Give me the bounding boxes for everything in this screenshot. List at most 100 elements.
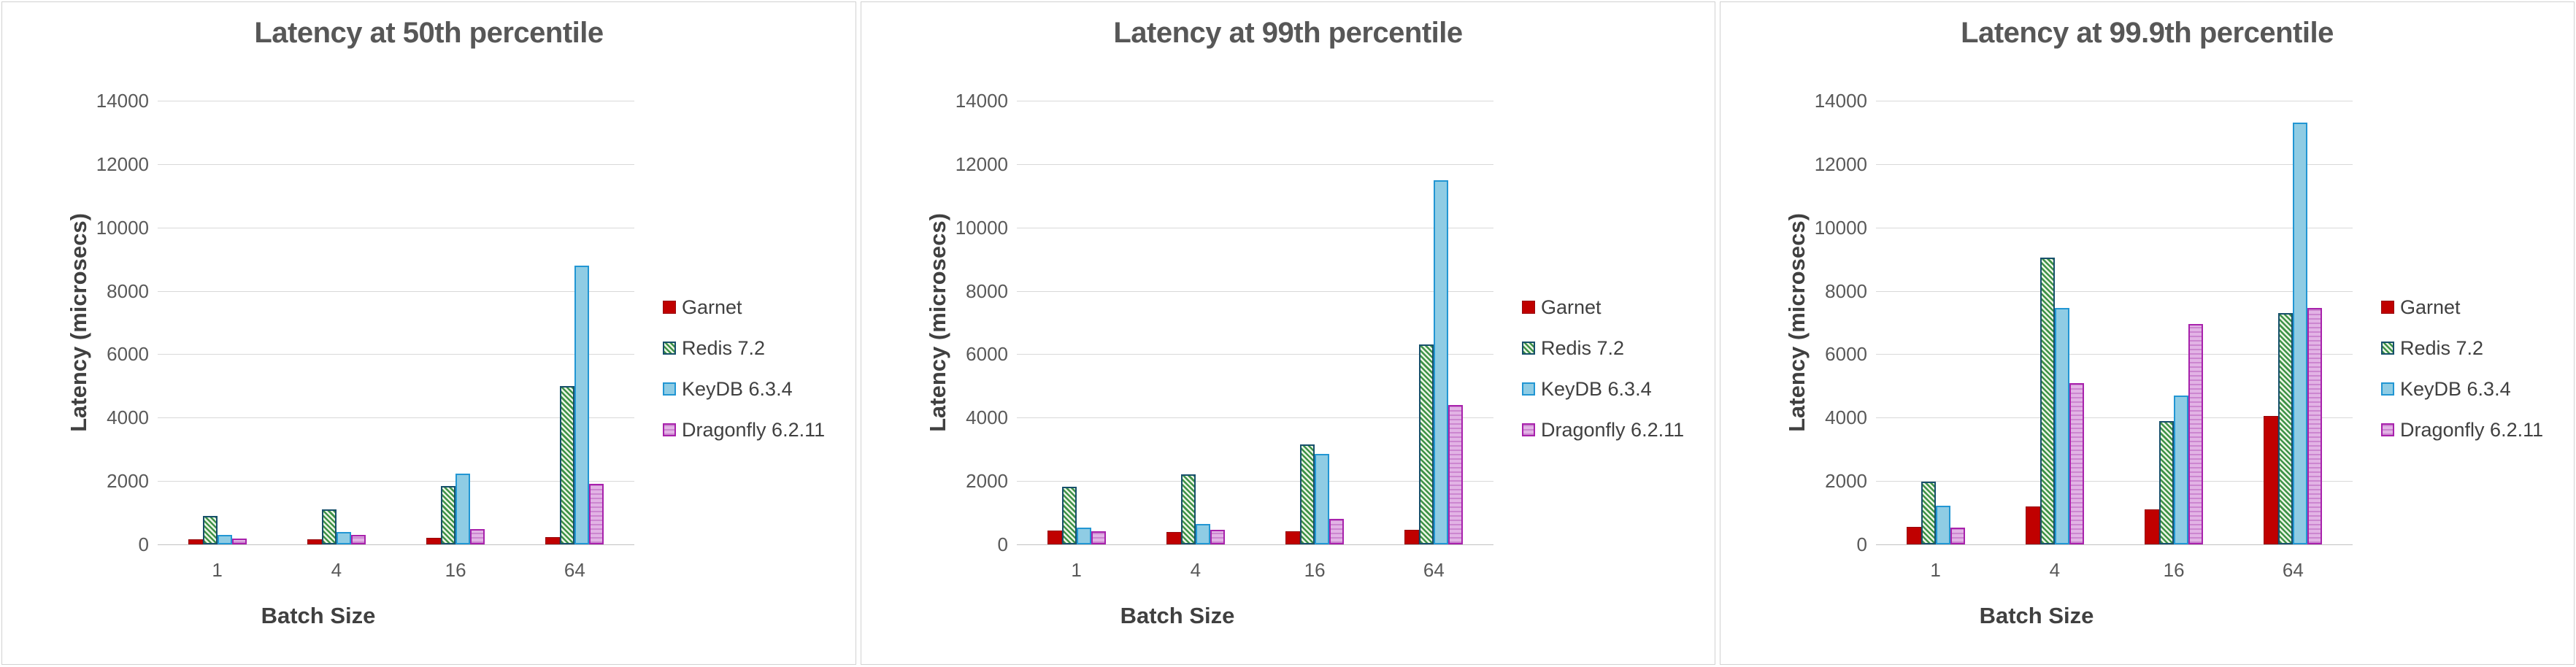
x-tick-label: 16 — [1304, 559, 1326, 581]
bar-redis-batch-64 — [1419, 344, 1434, 544]
legend-item-keydb: KeyDB 6.3.4 — [1522, 379, 1652, 399]
x-tick-label: 16 — [445, 559, 466, 581]
legend: Garnet Redis 7.2 KeyDB 6.3.4 Dragonfly 6… — [1522, 2, 1712, 664]
bar-redis-batch-4 — [1180, 474, 1196, 544]
gridline — [1876, 163, 2353, 165]
x-tick-label: 1 — [1930, 559, 1941, 581]
legend-label: Redis 7.2 — [1541, 337, 1625, 359]
bar-keydb-batch-1 — [217, 535, 232, 544]
y-tick-label: 10000 — [96, 216, 149, 239]
y-axis-title: Latency (microsecs) — [66, 213, 91, 432]
bar-dragonfly-batch-64 — [2307, 308, 2323, 544]
legend-label: Garnet — [1541, 296, 1602, 318]
bar-keydb-batch-4 — [336, 531, 351, 544]
legend-item-redis: Redis 7.2 — [1522, 338, 1624, 358]
y-tick-label: 2000 — [1825, 470, 1867, 493]
garnet-swatch-icon — [2381, 301, 2394, 314]
y-axis-title: Latency (microsecs) — [1784, 213, 1810, 432]
chart-panel-50th-percentile: Latency at 50th percentile Latency (micr… — [1, 1, 856, 665]
bar-redis-batch-1 — [202, 515, 218, 544]
legend-label: Dragonfly 6.2.11 — [2400, 419, 2544, 441]
bar-garnet-batch-1 — [1906, 527, 1921, 544]
y-tick-label: 8000 — [1825, 279, 1867, 302]
gridline — [1017, 354, 1493, 355]
gridline — [1876, 290, 2353, 292]
bar-dragonfly-batch-16 — [470, 528, 485, 544]
legend-label: Redis 7.2 — [682, 337, 766, 359]
bar-garnet-batch-4 — [1166, 531, 1181, 544]
bar-keydb-batch-16 — [455, 473, 471, 544]
x-axis-title: Batch Size — [261, 603, 376, 628]
gridline — [1017, 481, 1493, 482]
gridline — [1876, 354, 2353, 355]
bar-garnet-batch-64 — [545, 536, 561, 544]
legend-label: Dragonfly 6.2.11 — [1541, 419, 1685, 441]
x-tick-label: 4 — [1190, 559, 1202, 581]
y-tick-label: 0 — [997, 533, 1008, 555]
y-tick-label: 14000 — [1814, 90, 1867, 112]
legend-item-keydb: KeyDB 6.3.4 — [663, 379, 793, 399]
y-tick-label: 14000 — [96, 90, 149, 112]
x-axis-line — [1017, 544, 1493, 545]
keydb-swatch-icon — [663, 382, 676, 396]
y-tick-label: 12000 — [96, 153, 149, 175]
x-tick-label: 4 — [2049, 559, 2061, 581]
chart-title: Latency at 50th percentile — [254, 17, 604, 49]
y-tick-label: 8000 — [966, 279, 1008, 302]
bar-keydb-batch-16 — [2174, 395, 2189, 544]
y-tick-label: 4000 — [1825, 406, 1867, 429]
dragonfly-swatch-icon — [1522, 423, 1535, 436]
gridline — [1017, 417, 1493, 419]
legend-item-keydb: KeyDB 6.3.4 — [2381, 379, 2511, 399]
legend-item-garnet: Garnet — [663, 297, 742, 317]
y-axis-title: Latency (microsecs) — [925, 213, 950, 432]
keydb-swatch-icon — [1522, 382, 1535, 396]
bar-dragonfly-batch-1 — [1091, 531, 1106, 544]
x-axis-line — [1876, 544, 2353, 545]
y-tick-label: 0 — [138, 533, 149, 555]
redis-swatch-icon — [663, 342, 676, 355]
legend-label: Garnet — [682, 296, 742, 318]
bar-redis-batch-16 — [2159, 420, 2175, 544]
legend-item-dragonfly: Dragonfly 6.2.11 — [663, 420, 825, 440]
bar-garnet-batch-4 — [2025, 506, 2040, 544]
bar-dragonfly-batch-16 — [2188, 324, 2204, 544]
x-tick-label: 1 — [1071, 559, 1082, 581]
chart-panel-99-9th-percentile: Latency at 99.9th percentile Latency (mi… — [1720, 1, 2575, 665]
legend-item-redis: Redis 7.2 — [2381, 338, 2483, 358]
y-tick-label: 0 — [1856, 533, 1867, 555]
x-axis-line — [158, 544, 634, 545]
legend-item-dragonfly: Dragonfly 6.2.11 — [1522, 420, 1684, 440]
x-axis-title: Batch Size — [1979, 603, 2094, 628]
bar-keydb-batch-1 — [1935, 505, 1950, 544]
bar-dragonfly-batch-4 — [1210, 529, 1225, 544]
bar-keydb-batch-4 — [2054, 308, 2069, 544]
legend-item-garnet: Garnet — [2381, 297, 2461, 317]
bar-keydb-batch-1 — [1076, 527, 1091, 544]
gridline — [1017, 163, 1493, 165]
y-tick-label: 12000 — [1814, 153, 1867, 175]
plot-area: Latency (microsecs) 0 2000 4000 6000 8000 100… — [925, 91, 1493, 579]
bar-keydb-batch-64 — [574, 265, 590, 544]
bar-garnet-batch-4 — [307, 539, 322, 544]
gridline — [158, 417, 634, 419]
legend-item-redis: Redis 7.2 — [663, 338, 765, 358]
legend-label: KeyDB 6.3.4 — [1541, 378, 1652, 400]
gridline — [158, 290, 634, 292]
bar-dragonfly-batch-4 — [2069, 382, 2084, 544]
garnet-swatch-icon — [663, 301, 676, 314]
bar-redis-batch-1 — [1921, 482, 1936, 544]
y-tick-label: 10000 — [1814, 216, 1867, 239]
gridline — [1017, 290, 1493, 292]
x-tick-label: 16 — [2163, 559, 2185, 581]
bar-redis-batch-4 — [321, 509, 337, 544]
chart-panel-99th-percentile: Latency at 99th percentile Latency (micr… — [861, 1, 1715, 665]
garnet-swatch-icon — [1522, 301, 1535, 314]
bar-redis-batch-1 — [1061, 486, 1077, 544]
gridline — [158, 354, 634, 355]
chart-title: Latency at 99.9th percentile — [1961, 17, 2334, 49]
y-tick-label: 12000 — [955, 153, 1008, 175]
dragonfly-swatch-icon — [663, 423, 676, 436]
y-tick-label: 4000 — [107, 406, 149, 429]
x-axis-title: Batch Size — [1120, 603, 1235, 628]
